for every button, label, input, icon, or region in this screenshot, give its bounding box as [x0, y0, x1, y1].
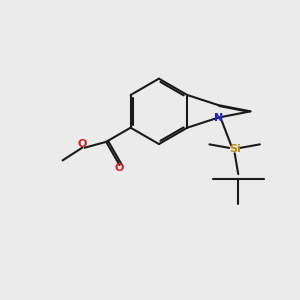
Text: Si: Si	[229, 144, 241, 154]
Text: N: N	[214, 112, 223, 123]
Text: O: O	[77, 139, 87, 149]
Text: O: O	[115, 163, 124, 173]
